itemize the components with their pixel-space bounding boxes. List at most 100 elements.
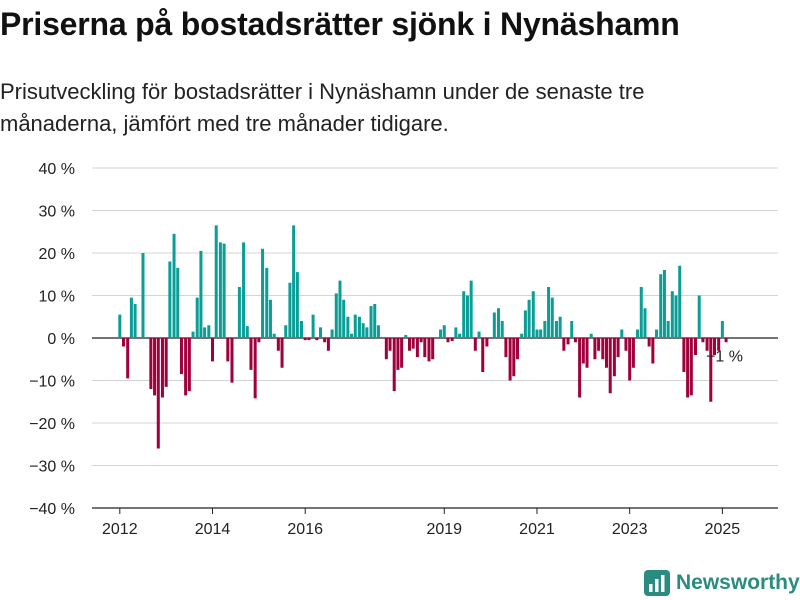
bar	[643, 308, 647, 338]
bar	[122, 338, 126, 347]
bar	[261, 248, 265, 338]
bar	[508, 338, 512, 381]
bar	[230, 338, 234, 383]
y-tick-label: 20 %	[39, 246, 75, 263]
bar	[500, 321, 504, 338]
bar	[153, 338, 157, 396]
bar	[404, 335, 408, 338]
bar	[539, 329, 543, 338]
bar	[465, 295, 469, 338]
annotation: −1 %	[706, 348, 743, 365]
bar	[639, 287, 643, 338]
bar	[439, 329, 443, 338]
bar	[512, 338, 516, 377]
bar	[203, 327, 207, 338]
bar	[118, 314, 122, 338]
bar	[504, 338, 508, 358]
bar	[689, 338, 693, 396]
bar	[496, 308, 501, 338]
bar	[581, 338, 585, 364]
bar	[693, 338, 698, 355]
bar	[326, 338, 330, 351]
x-tick-label: 2014	[195, 521, 231, 538]
bar	[454, 327, 458, 338]
bar	[535, 329, 539, 338]
bar	[670, 291, 674, 338]
bar	[473, 338, 477, 351]
bar	[712, 338, 717, 355]
bar	[462, 291, 466, 338]
bar	[253, 338, 257, 399]
bar	[585, 338, 589, 368]
bar	[655, 329, 659, 338]
bar	[477, 331, 481, 338]
y-tick-label: −20 %	[29, 416, 75, 433]
bar	[485, 338, 489, 347]
bar	[242, 242, 246, 338]
bar	[589, 333, 593, 338]
bar	[674, 295, 678, 338]
bar	[361, 323, 365, 338]
bar	[388, 338, 392, 351]
newsworthy-logo-icon	[644, 570, 670, 596]
bar	[315, 338, 319, 341]
bar	[276, 338, 280, 351]
y-tick-label: −40 %	[29, 501, 75, 518]
x-tick-label: 2012	[102, 521, 138, 538]
bar	[160, 338, 164, 398]
bar	[168, 261, 172, 338]
bar	[184, 338, 188, 396]
bar	[268, 299, 272, 338]
bar	[469, 280, 473, 338]
bar	[353, 314, 357, 338]
bar	[323, 338, 327, 343]
bar	[280, 338, 284, 368]
bar	[126, 338, 130, 379]
bar	[697, 295, 701, 338]
bar	[249, 338, 253, 370]
bar	[164, 338, 168, 387]
bar	[624, 338, 628, 351]
bar	[245, 326, 249, 338]
bar	[558, 316, 562, 338]
bar	[566, 338, 570, 345]
bar	[376, 325, 380, 338]
bar	[365, 327, 369, 338]
bar	[396, 338, 400, 370]
bar	[408, 338, 412, 351]
bar	[523, 310, 527, 338]
bar	[593, 338, 597, 360]
bar	[319, 327, 323, 338]
bar	[195, 297, 199, 338]
bar	[222, 243, 226, 338]
bar	[129, 297, 133, 338]
bar	[133, 304, 137, 338]
bar	[214, 225, 218, 338]
bar	[187, 338, 191, 392]
annotation-label: −1 %	[706, 348, 743, 365]
bar	[172, 233, 176, 338]
bar	[346, 316, 350, 338]
bar	[520, 333, 524, 338]
x-tick-label: 2025	[705, 521, 741, 538]
bar	[288, 282, 292, 338]
bar	[300, 321, 304, 338]
bar	[423, 338, 427, 358]
bar	[176, 267, 180, 338]
bar	[608, 338, 612, 394]
bar	[616, 338, 620, 358]
bar	[620, 329, 624, 338]
bar	[431, 338, 435, 360]
bar	[682, 338, 686, 372]
bar	[481, 338, 485, 372]
bar	[446, 338, 450, 343]
bar	[636, 329, 640, 338]
bar	[531, 291, 535, 338]
bar	[400, 338, 404, 368]
y-tick-label: 0 %	[47, 331, 75, 348]
y-axis-labels: 40 % 30 % 20 % 10 % 0 % −10 % −20 % −30 % −40 %	[29, 161, 75, 518]
bar	[709, 338, 713, 402]
bar	[666, 321, 670, 338]
brand-logo[interactable]: Newsworthy	[644, 568, 800, 598]
